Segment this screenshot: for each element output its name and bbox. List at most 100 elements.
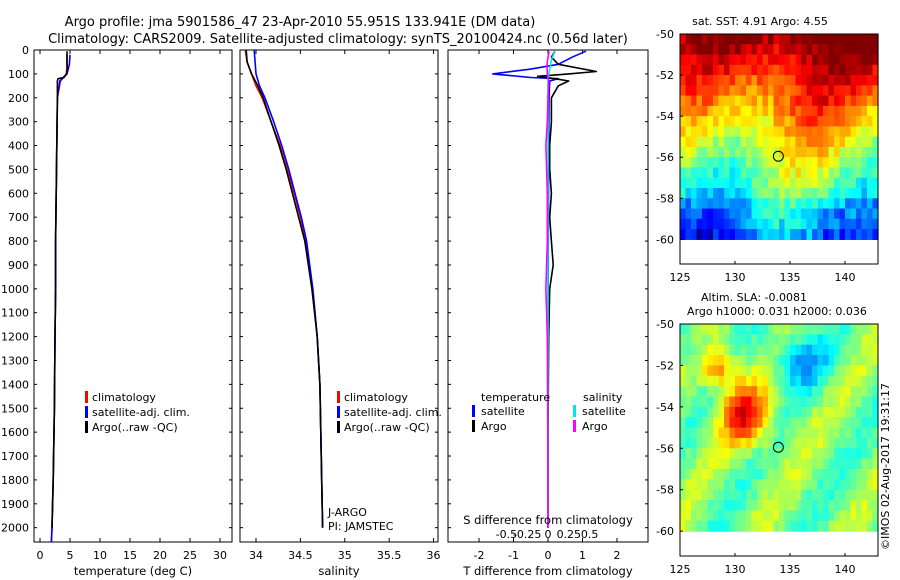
heatmap-cell bbox=[801, 334, 808, 346]
heatmap-cell bbox=[729, 324, 736, 335]
heatmap-cell bbox=[713, 344, 720, 356]
heatmap-cell bbox=[702, 188, 709, 199]
heatmap-cell bbox=[812, 386, 819, 398]
heatmap-cell bbox=[691, 417, 698, 429]
heatmap-cell bbox=[856, 54, 863, 66]
heatmap-cell bbox=[801, 406, 808, 418]
y-tick-label: -52 bbox=[656, 359, 674, 372]
heatmap-cell bbox=[861, 417, 868, 429]
heatmap-cell bbox=[784, 229, 791, 240]
heatmap-cell bbox=[812, 64, 819, 76]
heatmap-cell bbox=[790, 520, 797, 532]
heatmap-cell bbox=[729, 229, 736, 240]
heatmap-cell bbox=[691, 427, 698, 439]
heatmap-cell bbox=[872, 229, 879, 240]
heatmap-cell bbox=[845, 198, 852, 210]
heatmap-cell bbox=[685, 146, 692, 158]
heatmap-cell bbox=[867, 95, 874, 107]
heatmap-cell bbox=[790, 375, 797, 387]
heatmap-cell bbox=[691, 198, 698, 210]
heatmap-cell bbox=[691, 116, 698, 128]
heatmap-cell bbox=[845, 126, 852, 138]
heatmap-cell bbox=[872, 95, 879, 107]
legend-swatch-argo bbox=[85, 421, 88, 433]
heatmap-cell bbox=[680, 386, 687, 398]
heatmap-cell bbox=[773, 417, 780, 429]
x-tick-label: 0 bbox=[545, 549, 552, 562]
heatmap-cell bbox=[872, 34, 879, 45]
heatmap-cell bbox=[845, 417, 852, 429]
heatmap-cell bbox=[713, 85, 720, 97]
heatmap-cell bbox=[812, 157, 819, 169]
heatmap-cell bbox=[751, 479, 758, 491]
heatmap-cell bbox=[817, 188, 824, 199]
heatmap-cell bbox=[856, 324, 863, 335]
x-tick-label: 0 bbox=[37, 549, 44, 562]
heatmap-cell bbox=[718, 355, 725, 367]
heatmap-cell bbox=[856, 136, 863, 148]
heatmap-cell bbox=[680, 406, 687, 418]
heatmap-cell bbox=[740, 458, 747, 470]
heatmap-cell bbox=[696, 85, 703, 97]
heatmap-cell bbox=[751, 44, 758, 56]
heatmap-cell bbox=[746, 520, 753, 532]
heatmap-cell bbox=[680, 95, 687, 107]
heatmap-cell bbox=[856, 520, 863, 532]
heatmap-cell bbox=[724, 167, 731, 179]
heatmap-cell bbox=[801, 448, 808, 460]
heatmap-cell bbox=[751, 375, 758, 387]
heatmap-cell bbox=[801, 324, 808, 335]
heatmap-cell bbox=[773, 146, 780, 158]
heatmap-cell bbox=[746, 198, 753, 210]
heatmap-cell bbox=[861, 406, 868, 418]
heatmap-cell bbox=[685, 157, 692, 169]
heatmap-cell bbox=[685, 34, 692, 45]
heatmap-cell bbox=[735, 218, 742, 230]
heatmap-cell bbox=[823, 489, 830, 501]
heatmap-cell bbox=[762, 489, 769, 501]
heatmap-cell bbox=[817, 95, 824, 107]
heatmap-cell bbox=[817, 105, 824, 117]
salinity-frame bbox=[239, 49, 439, 543]
heatmap-cell bbox=[773, 406, 780, 418]
heatmap-cell bbox=[839, 167, 846, 179]
heatmap-cell bbox=[707, 479, 714, 491]
heatmap-cell bbox=[685, 448, 692, 460]
heatmap-cell bbox=[773, 54, 780, 66]
heatmap-cell bbox=[872, 386, 879, 398]
heatmap-cell bbox=[729, 105, 736, 117]
heatmap-cell bbox=[795, 479, 802, 491]
heatmap-cell bbox=[828, 469, 835, 480]
heatmap-cell bbox=[680, 167, 687, 179]
series-line bbox=[244, 49, 324, 528]
heatmap-cell bbox=[768, 44, 775, 56]
heatmap-cell bbox=[707, 188, 714, 199]
y-tick-label: 1900 bbox=[1, 498, 29, 511]
heatmap-cell bbox=[773, 116, 780, 128]
heatmap-cell bbox=[856, 500, 863, 512]
heatmap-cell bbox=[795, 95, 802, 107]
heatmap-cell bbox=[773, 500, 780, 512]
heatmap-cell bbox=[680, 489, 687, 501]
heatmap-cell bbox=[680, 157, 687, 169]
heatmap-cell bbox=[806, 489, 813, 501]
heatmap-cell bbox=[718, 500, 725, 512]
heatmap-cell bbox=[702, 417, 709, 429]
heatmap-cell bbox=[713, 167, 720, 179]
heatmap-cell bbox=[740, 198, 747, 210]
heatmap-cell bbox=[779, 208, 786, 220]
legend-label-sal-argo: Argo bbox=[582, 420, 608, 433]
heatmap-cell bbox=[834, 365, 841, 377]
heatmap-cell bbox=[696, 520, 703, 532]
heatmap-cell bbox=[691, 469, 698, 480]
sst-map-panel: sat. SST: 4.91 Argo: 4.55 125 130 135 140-5… bbox=[656, 15, 879, 284]
heatmap-cell bbox=[861, 344, 868, 356]
heatmap-cell bbox=[845, 479, 852, 491]
heatmap-cell bbox=[757, 126, 764, 138]
heatmap-cell bbox=[691, 64, 698, 76]
heatmap-cell bbox=[735, 116, 742, 128]
heatmap-cell bbox=[834, 469, 841, 480]
heatmap-cell bbox=[872, 44, 879, 56]
temperature-ticks: 0100200300400500600700800900100011001200… bbox=[1, 44, 232, 562]
heatmap-cell bbox=[817, 75, 824, 86]
